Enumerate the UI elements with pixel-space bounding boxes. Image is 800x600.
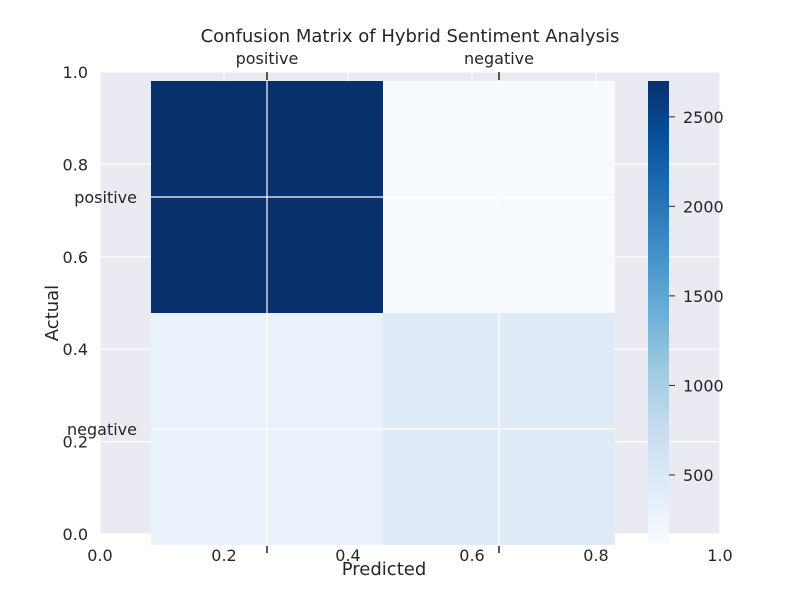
background-x-tick-label: 0.0 bbox=[87, 546, 112, 565]
actual-category-label: positive bbox=[74, 188, 137, 207]
predicted-category-label: positive bbox=[236, 49, 299, 68]
colorbar bbox=[648, 81, 669, 543]
heatmap-grid-lines bbox=[151, 81, 615, 545]
background-y-tick-label: 0.8 bbox=[63, 155, 88, 174]
colorbar-tick-label: 2500 bbox=[683, 108, 724, 127]
background-x-tick-label: 1.0 bbox=[707, 546, 732, 565]
actual-category-label: negative bbox=[67, 420, 137, 439]
background-x-tick-label: 0.8 bbox=[583, 546, 608, 565]
background-x-tick-label: 0.6 bbox=[459, 546, 484, 565]
predicted-category-labels: positive negative bbox=[236, 49, 534, 68]
y-axis-label: Actual bbox=[42, 285, 63, 341]
predicted-category-label: negative bbox=[464, 49, 534, 68]
background-y-tick-label: 0.2 bbox=[63, 433, 88, 452]
background-y-tick-label: 0.6 bbox=[63, 248, 88, 267]
x-axis-label: Predicted bbox=[342, 559, 427, 580]
category-tick-marks bbox=[266, 72, 500, 553]
background-y-tick-label: 0.0 bbox=[63, 525, 88, 544]
background-y-tick-labels: 0.0 0.2 0.4 0.6 0.8 1.0 bbox=[63, 63, 88, 544]
colorbar-tick-label: 1000 bbox=[683, 376, 724, 395]
chart-title: Confusion Matrix of Hybrid Sentiment Ana… bbox=[201, 26, 620, 47]
background-x-tick-labels: 0.0 0.2 0.4 0.6 0.8 1.0 bbox=[87, 546, 732, 565]
background-y-tick-label: 1.0 bbox=[63, 63, 88, 82]
colorbar-tick-label: 1500 bbox=[683, 287, 724, 306]
background-x-tick-label: 0.4 bbox=[335, 546, 360, 565]
background-x-tick-label: 0.2 bbox=[211, 546, 236, 565]
background-y-tick-label: 0.4 bbox=[63, 340, 88, 359]
actual-category-labels: positive negative bbox=[67, 188, 137, 439]
colorbar-tick-label: 500 bbox=[683, 466, 714, 485]
colorbar-tick-label: 2000 bbox=[683, 197, 724, 216]
colorbar-tick-labels: 500 1000 1500 2000 2500 bbox=[669, 108, 724, 485]
heatmap-cells bbox=[151, 81, 615, 545]
